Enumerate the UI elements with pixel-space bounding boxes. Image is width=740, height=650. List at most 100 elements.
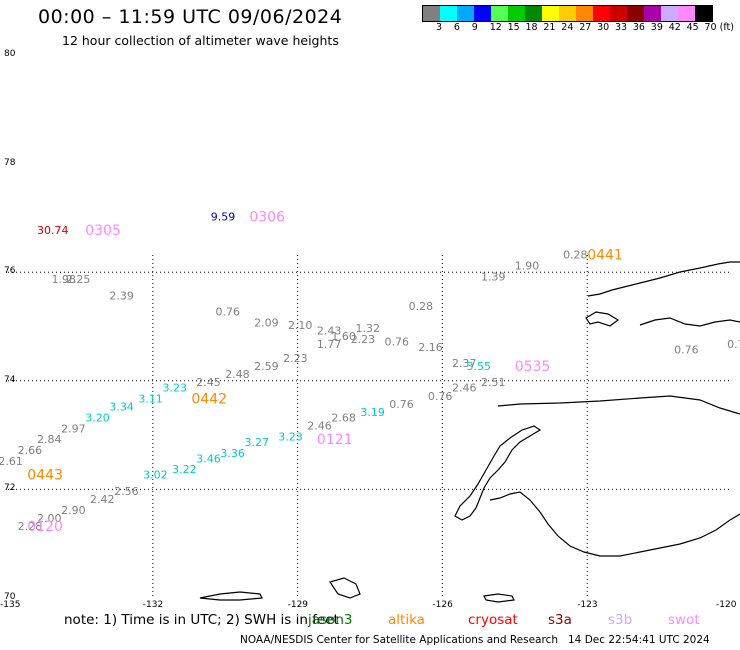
legend-label: 36	[632, 22, 645, 33]
wave-height-label: 9.59	[211, 211, 236, 224]
coastline-bay	[585, 311, 620, 327]
wave-height-label: 2.56	[114, 485, 139, 498]
footer: NOAA/NESDIS Center for Satellite Applica…	[240, 634, 710, 646]
page-title: 00:00 – 11:59 UTC 09/06/2024	[38, 6, 343, 28]
wave-height-label: 3.19	[360, 406, 385, 419]
legend-swatch	[525, 6, 542, 21]
wave-height-label: 2.42	[90, 493, 115, 506]
coastline-north	[587, 261, 740, 297]
wave-height-label: 2.00	[37, 512, 62, 525]
legend-label: 24	[561, 22, 574, 33]
legend-swatch	[695, 6, 712, 21]
wave-height-label: 3.34	[109, 401, 134, 414]
wave-height-label: 2.48	[225, 368, 250, 381]
legend-label: 9	[471, 22, 478, 33]
pass-time-label: 0306	[249, 210, 285, 226]
wave-height-label: 3.46	[196, 452, 221, 465]
coastline-island-c	[483, 593, 515, 603]
pass-time-label: 0535	[515, 359, 551, 375]
legend-swatch	[644, 6, 661, 21]
wave-height-label: 2.59	[254, 360, 279, 373]
legend-label: 70 (ft)	[704, 22, 734, 33]
coastline	[199, 261, 740, 603]
wave-height-label: 3.36	[220, 447, 245, 460]
footer-timestamp: 14 Dec 22:54:41 UTC 2024	[568, 634, 710, 646]
wave-height-label: 2.39	[109, 289, 134, 302]
legend-swatch	[661, 6, 678, 21]
satellite-altika: altika	[388, 612, 425, 628]
legend-swatch	[610, 6, 627, 21]
legend-label: 3	[436, 22, 443, 33]
legend-label: 39	[650, 22, 663, 33]
legend-swatch	[423, 6, 440, 21]
legend-swatch	[457, 6, 474, 21]
grid-lines	[8, 255, 732, 598]
wave-height-label: 2.46	[307, 420, 332, 433]
pass-time-label: 0443	[27, 468, 63, 484]
units-note: note: 1) Time is in UTC; 2) SWH is in fe…	[64, 612, 339, 628]
legend-label: 18	[525, 22, 538, 33]
wave-height-label: 1.32	[356, 322, 381, 335]
satellite-s3b: s3b	[608, 612, 633, 628]
wave-height-label: 2.09	[254, 317, 279, 330]
satellite-cryosat: cryosat	[468, 612, 518, 628]
wave-height-label: 2.16	[418, 341, 443, 354]
wave-height-label: 3.23	[162, 382, 187, 395]
legend-label: 33	[615, 22, 628, 33]
latitude-label: 70	[4, 592, 16, 602]
wave-height-label: 0.76	[674, 344, 699, 357]
longitude-label: -129	[287, 600, 309, 610]
wave-height-label: 2.23	[283, 352, 308, 365]
coastline-inlet	[639, 317, 740, 327]
page-subtitle: 12 hour collection of altimeter wave hei…	[62, 33, 339, 48]
wave-height-label: 0.76	[389, 398, 414, 411]
latitude-label: 76	[4, 266, 16, 277]
pass-time-label: 0120	[27, 519, 63, 535]
wave-height-label: 2.37	[452, 357, 477, 370]
longitude-label: -126	[432, 600, 453, 610]
satellite-swot: swot	[668, 612, 700, 628]
satellite-s3a: s3a	[548, 612, 572, 628]
wave-height-label: 0.76	[727, 338, 740, 351]
wave-height-label: 2.66	[18, 444, 43, 457]
wave-height-label: 3.22	[172, 463, 197, 476]
wave-height-label: 0.76	[384, 336, 409, 349]
legend-label: 21	[543, 22, 556, 33]
satellite-jason3: jason3	[308, 612, 353, 628]
latitude-label: 72	[4, 483, 16, 494]
wave-height-label: 2.84	[37, 433, 62, 446]
pass-time-label: 0305	[85, 223, 121, 239]
longitude-label: -132	[142, 600, 164, 610]
wave-height-label: 3.20	[85, 412, 110, 425]
legend-swatch	[440, 6, 457, 21]
wave-height-label: 3.55	[467, 360, 492, 373]
wave-height-points: 30.74 2.39 1.982.25 9.59 0.76 2.09 2.10 2.43 1.3…	[0, 211, 740, 534]
pass-time-labels: 0305 0306 0441 0442 0535 0121 0443 0120	[27, 210, 623, 536]
legend-label: 12	[489, 22, 502, 33]
color-legend	[422, 5, 713, 22]
wave-height-label: 3.27	[245, 436, 269, 449]
coastline-peninsula	[454, 425, 542, 521]
legend-swatch	[678, 6, 695, 21]
coastline-south	[489, 491, 740, 557]
legend-label: 27	[579, 22, 592, 33]
latitude-label: 80	[4, 49, 16, 59]
wave-height-label: 0.76	[216, 306, 241, 319]
footer-credit: NOAA/NESDIS Center for Satellite Applica…	[240, 634, 558, 646]
longitude-label: -120	[716, 600, 737, 610]
legend-label: 42	[668, 22, 681, 33]
legend-swatch	[627, 6, 644, 21]
wave-height-label: 3.02	[143, 469, 168, 482]
wave-height-label: 1.77	[317, 338, 342, 351]
legend-swatch	[542, 6, 559, 21]
wave-height-label: 2.61	[0, 455, 23, 468]
legend-label: 6	[453, 22, 460, 33]
wave-height-label: 3.11	[138, 393, 163, 406]
wave-height-label: 1.90	[515, 259, 540, 272]
wave-height-label: 1.39	[481, 270, 506, 283]
wave-height-label: 2.28	[18, 520, 43, 533]
wave-height-label: 2.90	[61, 504, 86, 517]
wave-height-label: 2.43	[317, 325, 342, 338]
legend-label: 45	[686, 22, 699, 33]
